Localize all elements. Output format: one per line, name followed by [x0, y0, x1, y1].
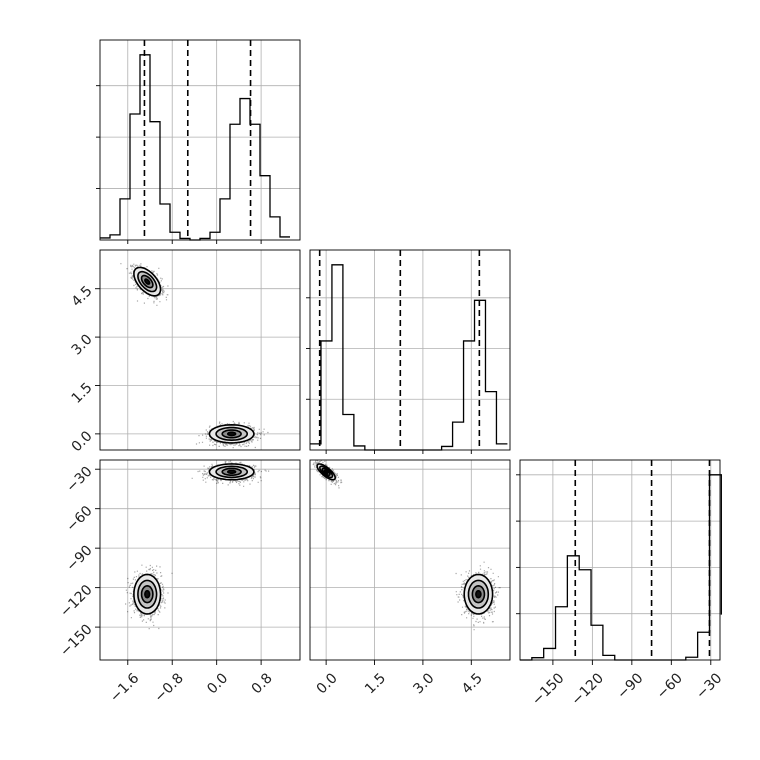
panel-frame: [99, 459, 301, 661]
x-tick-label: 1.5: [362, 670, 389, 697]
x-tick-label: −30: [693, 670, 725, 702]
x-tick-label: −150: [529, 670, 568, 709]
panel-frame: [519, 459, 721, 661]
panel-background: [100, 460, 300, 660]
y-tick-label: 3.0: [69, 331, 96, 358]
y-tick-label: 4.5: [69, 283, 96, 310]
panel-2-0: [99, 459, 301, 661]
scatter-layer: [312, 460, 501, 631]
contour-level-1-3: [227, 469, 237, 474]
panel-background: [100, 40, 300, 240]
x-tick-label: 0.0: [314, 670, 341, 697]
panel-background: [310, 460, 510, 660]
y-tick-label: −60: [63, 503, 95, 535]
panel-2-1: [309, 459, 511, 661]
scatter-layer: [125, 460, 270, 630]
scatter-layer: [120, 263, 269, 449]
y-tick-label: −30: [63, 464, 95, 496]
panel-0-0: [96, 39, 301, 241]
x-tick-label: 4.5: [459, 670, 486, 697]
y-tick-label: −120: [57, 582, 96, 621]
x-tick-label: 0.0: [204, 670, 231, 697]
contour-level-1-3: [323, 469, 329, 474]
panel-background: [520, 460, 720, 660]
histogram-step-2: [520, 474, 722, 661]
panel-frame: [99, 39, 301, 241]
contour-level-0-3: [475, 590, 482, 599]
x-tick-label: 3.0: [410, 670, 437, 697]
x-tick-label: −60: [654, 670, 686, 702]
y-tick-label: 0.0: [69, 428, 96, 455]
contour-level-0-3: [144, 278, 151, 285]
contour-level-1-3: [227, 431, 237, 437]
x-tick-label: −120: [568, 670, 607, 709]
contour-level-0-3: [144, 590, 151, 599]
panel-2-2: [516, 459, 722, 661]
x-tick-label: −0.8: [151, 670, 186, 705]
panel-frame: [309, 249, 511, 451]
panel-frame: [309, 459, 511, 661]
x-tick-label: −90: [614, 670, 646, 702]
panel-1-1: [306, 249, 511, 451]
y-tick-label: −90: [63, 543, 95, 575]
y-tick-label: −150: [57, 621, 96, 660]
x-tick-label: −1.6: [107, 670, 142, 705]
y-tick-label: 1.5: [69, 380, 96, 407]
panel-frame: [99, 249, 301, 451]
panel-1-0: [99, 249, 301, 451]
x-tick-label: 0.8: [249, 670, 276, 697]
panel-background: [100, 250, 300, 450]
